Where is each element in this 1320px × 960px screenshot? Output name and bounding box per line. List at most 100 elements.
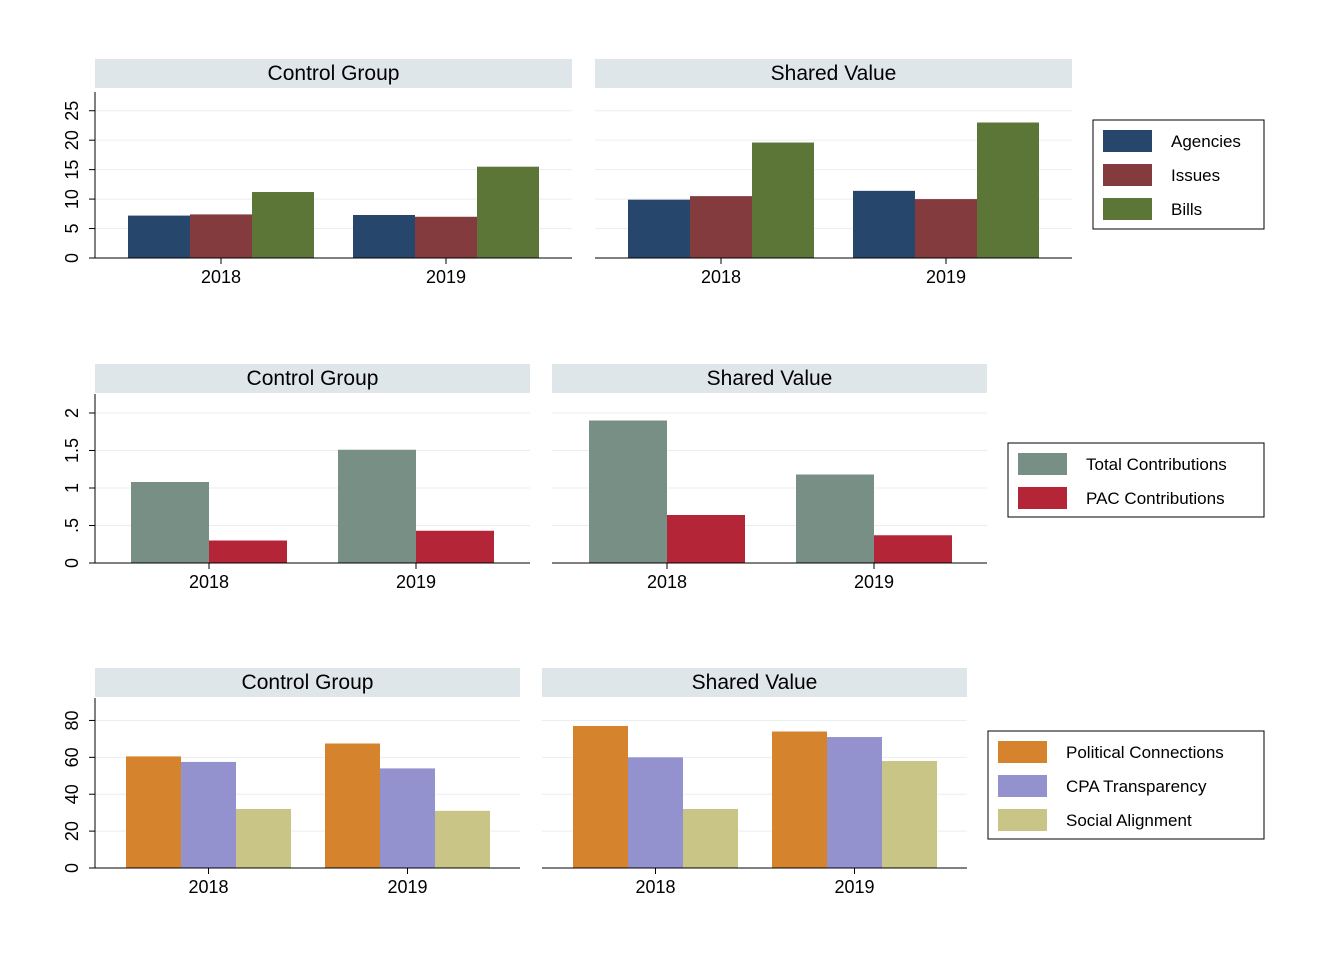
y-tick-label: 1.5 <box>62 438 82 463</box>
legend-label: Political Connections <box>1066 743 1224 762</box>
x-tick-label: 2018 <box>701 267 741 287</box>
bar-pac-contributions-2018 <box>667 515 745 563</box>
panel-shared-value: Shared Value 2018 2019 <box>542 668 967 897</box>
bar-issues-2019 <box>415 216 477 258</box>
bar-total-contributions-2019 <box>796 474 874 563</box>
bar-total-contributions-2018 <box>589 420 667 563</box>
panel-header <box>542 668 967 697</box>
y-tick-label: 0 <box>62 558 82 568</box>
bar-social-alignment-2019 <box>435 810 490 868</box>
panel-shared-value: Shared Value 2018 2019 <box>595 59 1072 287</box>
bar-bills-2019 <box>977 122 1039 258</box>
y-tick-label: 25 <box>62 101 82 121</box>
bar-pac-contributions-2018 <box>209 540 287 563</box>
x-tick-label: 2018 <box>647 572 687 592</box>
legend-swatch <box>1103 130 1152 152</box>
y-tick-label: .5 <box>62 518 82 533</box>
x-tick-label: 2018 <box>635 877 675 897</box>
panel-title: Shared Value <box>692 671 818 694</box>
x-tick-label: 2019 <box>426 267 466 287</box>
legend-swatch <box>1018 487 1067 509</box>
y-tick-label: 20 <box>62 130 82 150</box>
bar-agencies-2019 <box>353 214 415 258</box>
y-tick-label: 15 <box>62 160 82 180</box>
y-tick-label: 2 <box>62 408 82 418</box>
panel-header <box>95 364 530 393</box>
bar-cpa-transparency-2019 <box>827 737 882 868</box>
panel-title: Control Group <box>247 367 379 390</box>
bar-pac-contributions-2019 <box>416 530 494 563</box>
bar-cpa-transparency-2019 <box>380 768 435 868</box>
y-tick-label: 10 <box>62 189 82 209</box>
y-tick-label: 20 <box>62 821 82 841</box>
y-tick-label: 80 <box>62 710 82 730</box>
bar-bills-2019 <box>477 166 539 258</box>
bar-political-connections-2019 <box>772 731 827 868</box>
legend-label: PAC Contributions <box>1086 489 1225 508</box>
panel-shared-value: Shared Value 2018 2019 <box>552 364 987 592</box>
bar-issues-2018 <box>690 196 752 258</box>
bar-cpa-transparency-2018 <box>628 757 683 868</box>
legend-label: Agencies <box>1171 132 1241 151</box>
bar-agencies-2018 <box>128 215 190 258</box>
legend: Total Contributions PAC Contributions <box>1007 442 1265 518</box>
bar-agencies-2019 <box>853 190 915 258</box>
y-tick-label: 5 <box>62 224 82 234</box>
bar-pac-contributions-2019 <box>874 535 952 563</box>
x-tick-label: 2019 <box>926 267 966 287</box>
bar-total-contributions-2018 <box>131 482 209 563</box>
panel-control-group: Control Group 0 .5 1 1.5 2 2018 2019 <box>62 364 530 592</box>
legend-swatch <box>1103 164 1152 186</box>
legend-swatch <box>1018 453 1067 475</box>
panel-title: Shared Value <box>771 62 897 85</box>
panel-control-group: Control Group 0 5 10 15 20 25 2018 2019 <box>62 59 572 287</box>
y-tick-label: 1 <box>62 483 82 493</box>
x-tick-label: 2019 <box>396 572 436 592</box>
legend-label: CPA Transparency <box>1066 777 1207 796</box>
y-tick-label: 40 <box>62 784 82 804</box>
panel-control-group: Control Group 0 20 40 60 80 2018 2019 <box>62 668 520 897</box>
bar-social-alignment-2018 <box>236 808 291 868</box>
bar-political-connections-2018 <box>573 725 628 868</box>
bar-agencies-2018 <box>628 199 690 258</box>
legend-swatch <box>998 741 1047 763</box>
legend-label: Social Alignment <box>1066 811 1192 830</box>
bar-political-connections-2018 <box>126 756 181 868</box>
legend-swatch <box>1103 198 1152 220</box>
bar-social-alignment-2019 <box>882 761 937 868</box>
bar-issues-2019 <box>915 199 977 258</box>
panel-title: Control Group <box>268 62 400 85</box>
x-tick-label: 2019 <box>854 572 894 592</box>
x-tick-label: 2019 <box>387 877 427 897</box>
bar-political-connections-2019 <box>325 743 380 868</box>
legend-label: Total Contributions <box>1086 455 1227 474</box>
panel-header <box>95 59 572 88</box>
panel-header <box>595 59 1072 88</box>
legend-swatch <box>998 809 1047 831</box>
y-tick-label: 60 <box>62 747 82 767</box>
panel-header <box>552 364 987 393</box>
panel-title: Control Group <box>242 671 374 694</box>
x-tick-label: 2019 <box>834 877 874 897</box>
bar-cpa-transparency-2018 <box>181 761 236 868</box>
legend-label: Issues <box>1171 166 1220 185</box>
bar-social-alignment-2018 <box>683 808 738 868</box>
bar-bills-2018 <box>252 192 314 258</box>
legend: Agencies Issues Bills <box>1092 119 1265 230</box>
x-tick-label: 2018 <box>189 572 229 592</box>
legend: Political Connections CPA Transparency Soc… <box>987 730 1265 840</box>
legend-swatch <box>998 775 1047 797</box>
bar-issues-2018 <box>190 214 252 258</box>
x-tick-label: 2018 <box>201 267 241 287</box>
x-tick-label: 2018 <box>188 877 228 897</box>
legend-label: Bills <box>1171 200 1202 219</box>
y-tick-label: 0 <box>62 253 82 263</box>
y-tick-label: 0 <box>62 863 82 873</box>
panel-title: Shared Value <box>707 367 833 390</box>
bar-total-contributions-2019 <box>338 449 416 563</box>
panel-header <box>95 668 520 697</box>
